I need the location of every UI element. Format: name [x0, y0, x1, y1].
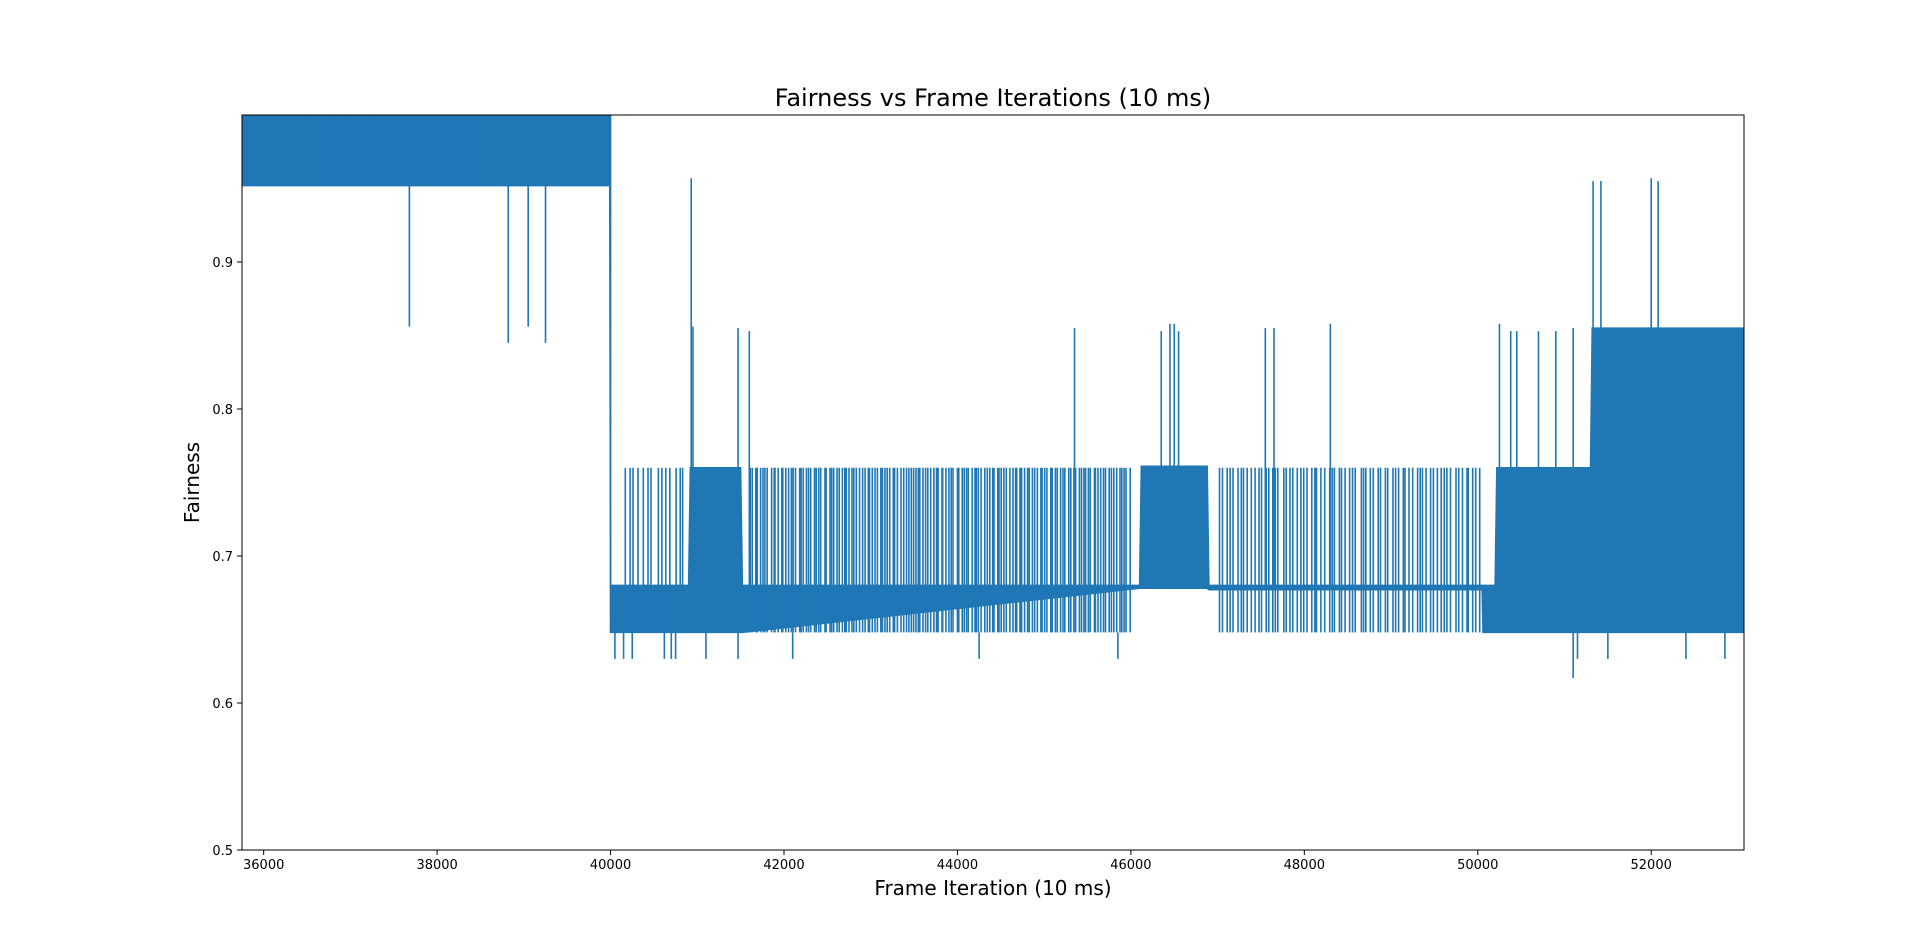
y-tick-label: 0.5: [212, 844, 233, 859]
x-tick-label: 40000: [590, 858, 631, 873]
x-tick-label: 46000: [1110, 858, 1151, 873]
series-spike-cluster: [624, 467, 684, 633]
x-axis-ticks: 36000 38000 40000 42000 44000 46000 48000 50000…: [243, 850, 1672, 873]
plot-area: [242, 115, 1744, 679]
x-tick-label: 44000: [937, 858, 978, 873]
x-tick-label: 50000: [1457, 858, 1498, 873]
y-axis-ticks: 0.5 0.6 0.7 0.8 0.9: [212, 256, 242, 859]
y-tick-label: 0.6: [212, 697, 233, 712]
y-axis-label: Fairness: [180, 442, 204, 523]
y-tick-label: 0.9: [212, 256, 233, 271]
series-spike-cluster: [1218, 467, 1481, 633]
x-axis-label: Frame Iteration (10 ms): [874, 876, 1111, 900]
y-tick-label: 0.7: [212, 550, 233, 565]
plot-frame: [241, 114, 1745, 851]
x-tick-label: 42000: [763, 858, 804, 873]
y-tick-label: 0.8: [212, 403, 233, 418]
x-tick-label: 36000: [243, 858, 284, 873]
x-tick-label: 48000: [1284, 858, 1325, 873]
x-tick-label: 38000: [416, 858, 457, 873]
chart-title: Fairness vs Frame Iterations (10 ms): [775, 84, 1212, 112]
x-tick-label: 52000: [1631, 858, 1672, 873]
series-spike-cluster: [310, 115, 487, 186]
series-spike-cluster: [749, 467, 1131, 633]
